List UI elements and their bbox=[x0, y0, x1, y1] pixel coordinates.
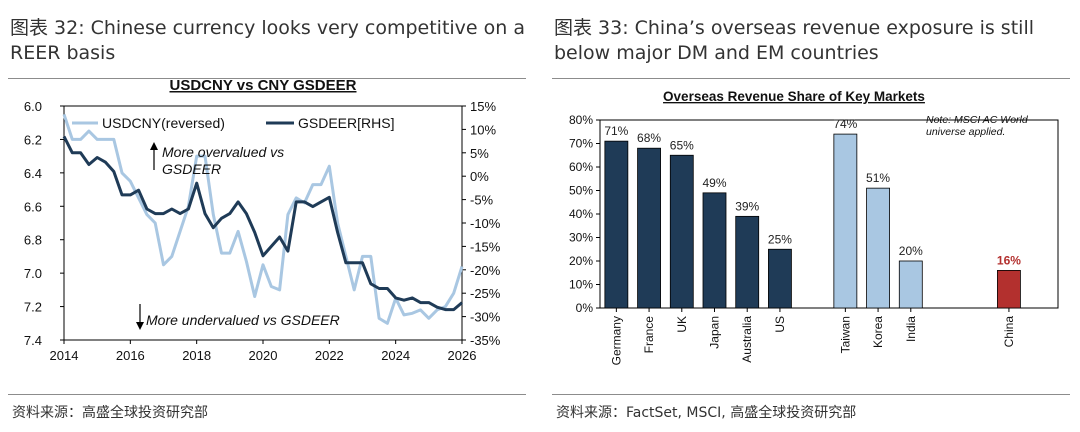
left-y-tick-label: 7.2 bbox=[24, 300, 42, 315]
overseas-revenue-bar-chart: Overseas Revenue Share of Key Markets 0% 1… bbox=[569, 89, 1059, 365]
usdcny-gsdeer-line-chart: USDCNY vs CNY GSDEER 6.0 6.2 6.4 6.6 6.8 7.0 7.… bbox=[24, 77, 501, 363]
x-tick-label: 2020 bbox=[249, 348, 278, 363]
bar-korea bbox=[866, 187, 890, 309]
bar-value-label-korea: 51% bbox=[866, 171, 890, 185]
bar-value-label-uk: 65% bbox=[670, 138, 694, 152]
bar-category-label-taiwan: Taiwan bbox=[838, 316, 852, 353]
bar-value-label-france: 68% bbox=[637, 131, 661, 145]
right-figure-panel: 图表 33: China’s overseas revenue exposure … bbox=[552, 0, 1078, 432]
bar-y-tick-label: 20% bbox=[569, 254, 593, 268]
left-y-tick-label: 7.4 bbox=[24, 333, 42, 348]
down-arrow-head-icon bbox=[136, 322, 144, 330]
bar-germany bbox=[604, 140, 629, 309]
right-y-tick-label: -30% bbox=[470, 310, 501, 325]
x-tick-label: 2022 bbox=[315, 348, 344, 363]
bar-china bbox=[997, 269, 1021, 309]
right-plot-area bbox=[599, 119, 1059, 309]
right-y-tick-label: -35% bbox=[470, 333, 501, 348]
bar-y-tick-label: 70% bbox=[569, 137, 593, 151]
annotation-overvalued: More overvalued vs GSDEER bbox=[162, 144, 284, 177]
bar-value-label-australia: 39% bbox=[735, 199, 759, 213]
x-tick-label: 2018 bbox=[182, 348, 211, 363]
up-arrow-head-icon bbox=[150, 142, 158, 150]
bar-us bbox=[768, 248, 792, 309]
left-y-tick-label: 6.0 bbox=[24, 99, 42, 114]
right-source: 资料来源：FactSet, MSCI, 高盛全球投资研究部 bbox=[556, 402, 860, 422]
x-tick-label: 2026 bbox=[448, 348, 477, 363]
left-chart-title: USDCNY vs CNY GSDEER bbox=[169, 77, 356, 94]
bar-category-label-india: India bbox=[904, 316, 918, 342]
x-tick-label: 2014 bbox=[50, 348, 79, 363]
left-figure-number: 图表 32: bbox=[10, 17, 85, 39]
bar-y-tick-label: 50% bbox=[569, 184, 593, 198]
right-figure-title: 图表 33: China’s overseas revenue exposure … bbox=[554, 16, 1074, 66]
bar-india bbox=[898, 260, 923, 309]
left-figure-panel: 图表 32: Chinese currency looks very compet… bbox=[8, 0, 534, 432]
right-y-tick-label: 5% bbox=[470, 146, 489, 161]
legend-label-usdcny-reversed: USDCNY(reversed) bbox=[102, 115, 225, 131]
right-y-tick-label: -20% bbox=[470, 263, 501, 278]
right-y-tick-label: 15% bbox=[470, 99, 496, 114]
bar-category-label-uk: UK bbox=[675, 316, 689, 333]
bar-value-label-india: 20% bbox=[899, 244, 923, 258]
legend-label-gsdeer-rhs: GSDEER[RHS] bbox=[298, 115, 394, 131]
bar-taiwan bbox=[833, 133, 858, 309]
bar-y-tick-label: 10% bbox=[569, 278, 593, 292]
bar-y-tick-label: 80% bbox=[569, 113, 593, 127]
right-y-tick-label: 10% bbox=[470, 122, 496, 137]
left-y-tick-label: 6.8 bbox=[24, 233, 42, 248]
bar-y-tick-label: 30% bbox=[569, 231, 593, 245]
left-plot-area bbox=[63, 105, 463, 341]
left-figure-title: 图表 32: Chinese currency looks very compet… bbox=[10, 16, 530, 66]
left-source-text: 资料来源：高盛全球投资研究部 bbox=[12, 405, 208, 421]
bar-value-label-taiwan: 74% bbox=[833, 117, 857, 131]
bar-value-label-china: 16% bbox=[997, 253, 1021, 267]
chart-note: Note: MSCI AC World universe applied. bbox=[926, 114, 1029, 138]
left-y-tick-label: 6.4 bbox=[24, 166, 42, 181]
right-source-text: 资料来源：FactSet, MSCI, 高盛全球投资研究部 bbox=[556, 405, 857, 421]
bar-category-label-korea: Korea bbox=[871, 316, 885, 348]
left-bottom-rule bbox=[8, 394, 526, 395]
right-y-tick-label: -10% bbox=[470, 216, 501, 231]
right-y-tick-label: 0% bbox=[470, 169, 489, 184]
right-figure-title-text: China’s overseas revenue exposure is sti… bbox=[554, 17, 1034, 64]
left-y-tick-label: 7.0 bbox=[24, 266, 42, 281]
bar-category-label-china: China bbox=[1002, 316, 1016, 348]
series-line-gsdeer-rhs bbox=[62, 135, 463, 312]
right-top-rule bbox=[552, 78, 1070, 79]
x-tick-label: 2016 bbox=[116, 348, 145, 363]
bar-france bbox=[637, 147, 661, 309]
right-y-tick-label: -5% bbox=[470, 193, 494, 208]
right-y-tick-label: -25% bbox=[470, 286, 501, 301]
bar-australia bbox=[735, 215, 760, 309]
bar-category-label-france: France bbox=[642, 316, 656, 354]
right-bottom-rule bbox=[552, 394, 1070, 395]
bar-japan bbox=[702, 192, 727, 309]
bar-value-label-japan: 49% bbox=[702, 176, 726, 190]
bar-value-label-us: 25% bbox=[768, 232, 792, 246]
left-top-rule bbox=[8, 78, 526, 79]
bar-y-tick-label: 40% bbox=[569, 207, 593, 221]
bar-y-tick-label: 0% bbox=[576, 301, 594, 315]
x-tick-label: 2024 bbox=[381, 348, 410, 363]
right-chart-title: Overseas Revenue Share of Key Markets bbox=[663, 89, 925, 104]
left-y-tick-label: 6.6 bbox=[24, 199, 42, 214]
annotation-undervalued: More undervalued vs GSDEER bbox=[146, 312, 340, 328]
bar-value-label-germany: 71% bbox=[604, 124, 628, 138]
bar-category-label-japan: Japan bbox=[708, 316, 722, 349]
bar-category-label-germany: Germany bbox=[609, 316, 623, 365]
bar-y-tick-label: 60% bbox=[569, 160, 593, 174]
bar-uk bbox=[669, 154, 694, 309]
left-source: 资料来源：高盛全球投资研究部 bbox=[12, 402, 212, 422]
right-y-tick-label: -15% bbox=[470, 239, 501, 254]
bar-category-label-australia: Australia bbox=[740, 316, 754, 363]
bar-category-label-us: US bbox=[773, 316, 787, 333]
right-figure-number: 图表 33: bbox=[554, 17, 629, 39]
left-figure-title-text: Chinese currency looks very competitive … bbox=[10, 17, 525, 64]
left-y-tick-label: 6.2 bbox=[24, 132, 42, 147]
